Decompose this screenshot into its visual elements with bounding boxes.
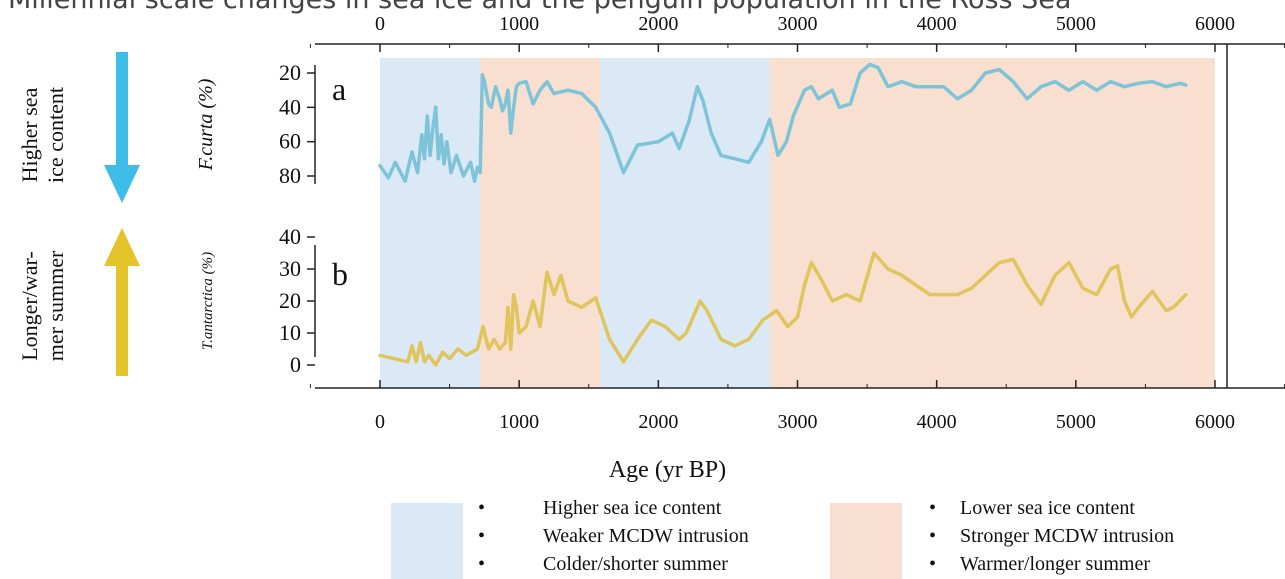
- blue-down-arrow-icon: [104, 52, 140, 203]
- legend-orange-item-label: Warmer/longer summer: [960, 553, 1150, 575]
- legend-blue-item-label: Colder/shorter summer: [543, 553, 728, 575]
- y-tick-label-b: 20: [279, 288, 301, 313]
- x-axis-label: Age (yr BP): [609, 457, 726, 483]
- legend-blue-item: •: [478, 553, 486, 575]
- legend-blue-item-label: Higher sea ice content: [543, 497, 722, 519]
- band-orange: [769, 58, 1215, 388]
- y-tick-label-a: 60: [279, 129, 301, 154]
- band-blue: [380, 58, 481, 388]
- side-indicators: [104, 52, 140, 376]
- band-orange: [480, 58, 600, 388]
- chart-labels: 0 1000 2000 3000 4000 5000 6000 0 1000 2000 3000 40…: [195, 13, 1235, 483]
- y-tick-label-a: 20: [279, 60, 301, 85]
- y-tick-label-b: 10: [279, 320, 301, 345]
- y-tick-label-a: 80: [279, 163, 301, 188]
- legend-swatch-orange: [830, 503, 902, 579]
- legend-blue-item-label: Weaker MCDW intrusion: [543, 525, 749, 547]
- legend-blue-item: •: [478, 525, 486, 547]
- panel-letter-a: a: [332, 71, 346, 107]
- panel-letter-b: b: [332, 256, 348, 292]
- page-title: Millennial scale changes in sea ice and …: [0, 0, 1285, 15]
- bottom-axis-tick-label: 1000: [499, 411, 539, 433]
- legend-blue-item: •: [478, 497, 486, 519]
- y-axis-label-b: T.antarctica (%): [200, 252, 216, 350]
- top-axis-tick-label: 4000: [917, 13, 957, 35]
- legend-orange-item: •: [929, 553, 937, 575]
- legend-orange-item: •: [929, 525, 937, 547]
- legend-swatch-blue: [391, 503, 463, 579]
- legend-orange-item-label: Lower sea ice content: [960, 497, 1135, 519]
- y-tick-label-b: 40: [279, 224, 301, 249]
- bottom-axis-tick-label: 5000: [1056, 411, 1096, 433]
- band-blue: [599, 58, 770, 388]
- y-tick-label-b: 30: [279, 256, 301, 281]
- y-tick-label-a: 40: [279, 94, 301, 119]
- top-axis-tick-label: 1000: [499, 13, 539, 35]
- top-axis-tick-label: 6000: [1195, 13, 1235, 35]
- series-lines: [378, 62, 1188, 367]
- bottom-axis-tick-label: 4000: [917, 411, 957, 433]
- series-line-b: [378, 251, 1188, 367]
- bottom-axis-tick-label: 0: [375, 411, 385, 433]
- legend-orange-item-label: Stronger MCDW intrusion: [960, 525, 1175, 547]
- bottom-axis-tick-label: 6000: [1195, 411, 1235, 433]
- bottom-axis-tick-label: 3000: [778, 411, 818, 433]
- yellow-up-arrow-icon: [104, 228, 140, 376]
- top-axis-tick-label: 0: [375, 13, 385, 35]
- background-bands: [380, 58, 1215, 388]
- top-axis-tick-label: 3000: [778, 13, 818, 35]
- series-line-a: [378, 62, 1188, 183]
- top-axis-tick-label: 2000: [638, 13, 678, 35]
- axes: [307, 43, 1285, 389]
- bottom-axis-tick-label: 2000: [638, 411, 678, 433]
- legend-orange-item: •: [929, 497, 937, 519]
- top-axis-tick-label: 5000: [1056, 13, 1096, 35]
- y-tick-label-b: 0: [290, 352, 301, 377]
- y-axis-label-a: F.curta (%): [195, 78, 217, 171]
